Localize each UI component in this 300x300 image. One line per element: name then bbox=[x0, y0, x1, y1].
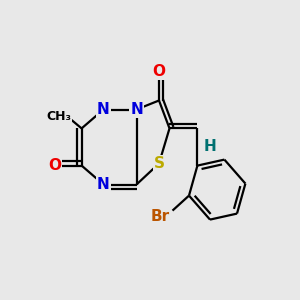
Text: S: S bbox=[154, 156, 164, 171]
Text: N: N bbox=[130, 102, 143, 117]
Text: O: O bbox=[48, 158, 61, 173]
Text: CH₃: CH₃ bbox=[46, 110, 71, 124]
Text: N: N bbox=[97, 102, 110, 117]
Text: N: N bbox=[97, 177, 110, 192]
Text: H: H bbox=[204, 139, 216, 154]
Text: Br: Br bbox=[151, 209, 170, 224]
Text: O: O bbox=[152, 64, 166, 80]
